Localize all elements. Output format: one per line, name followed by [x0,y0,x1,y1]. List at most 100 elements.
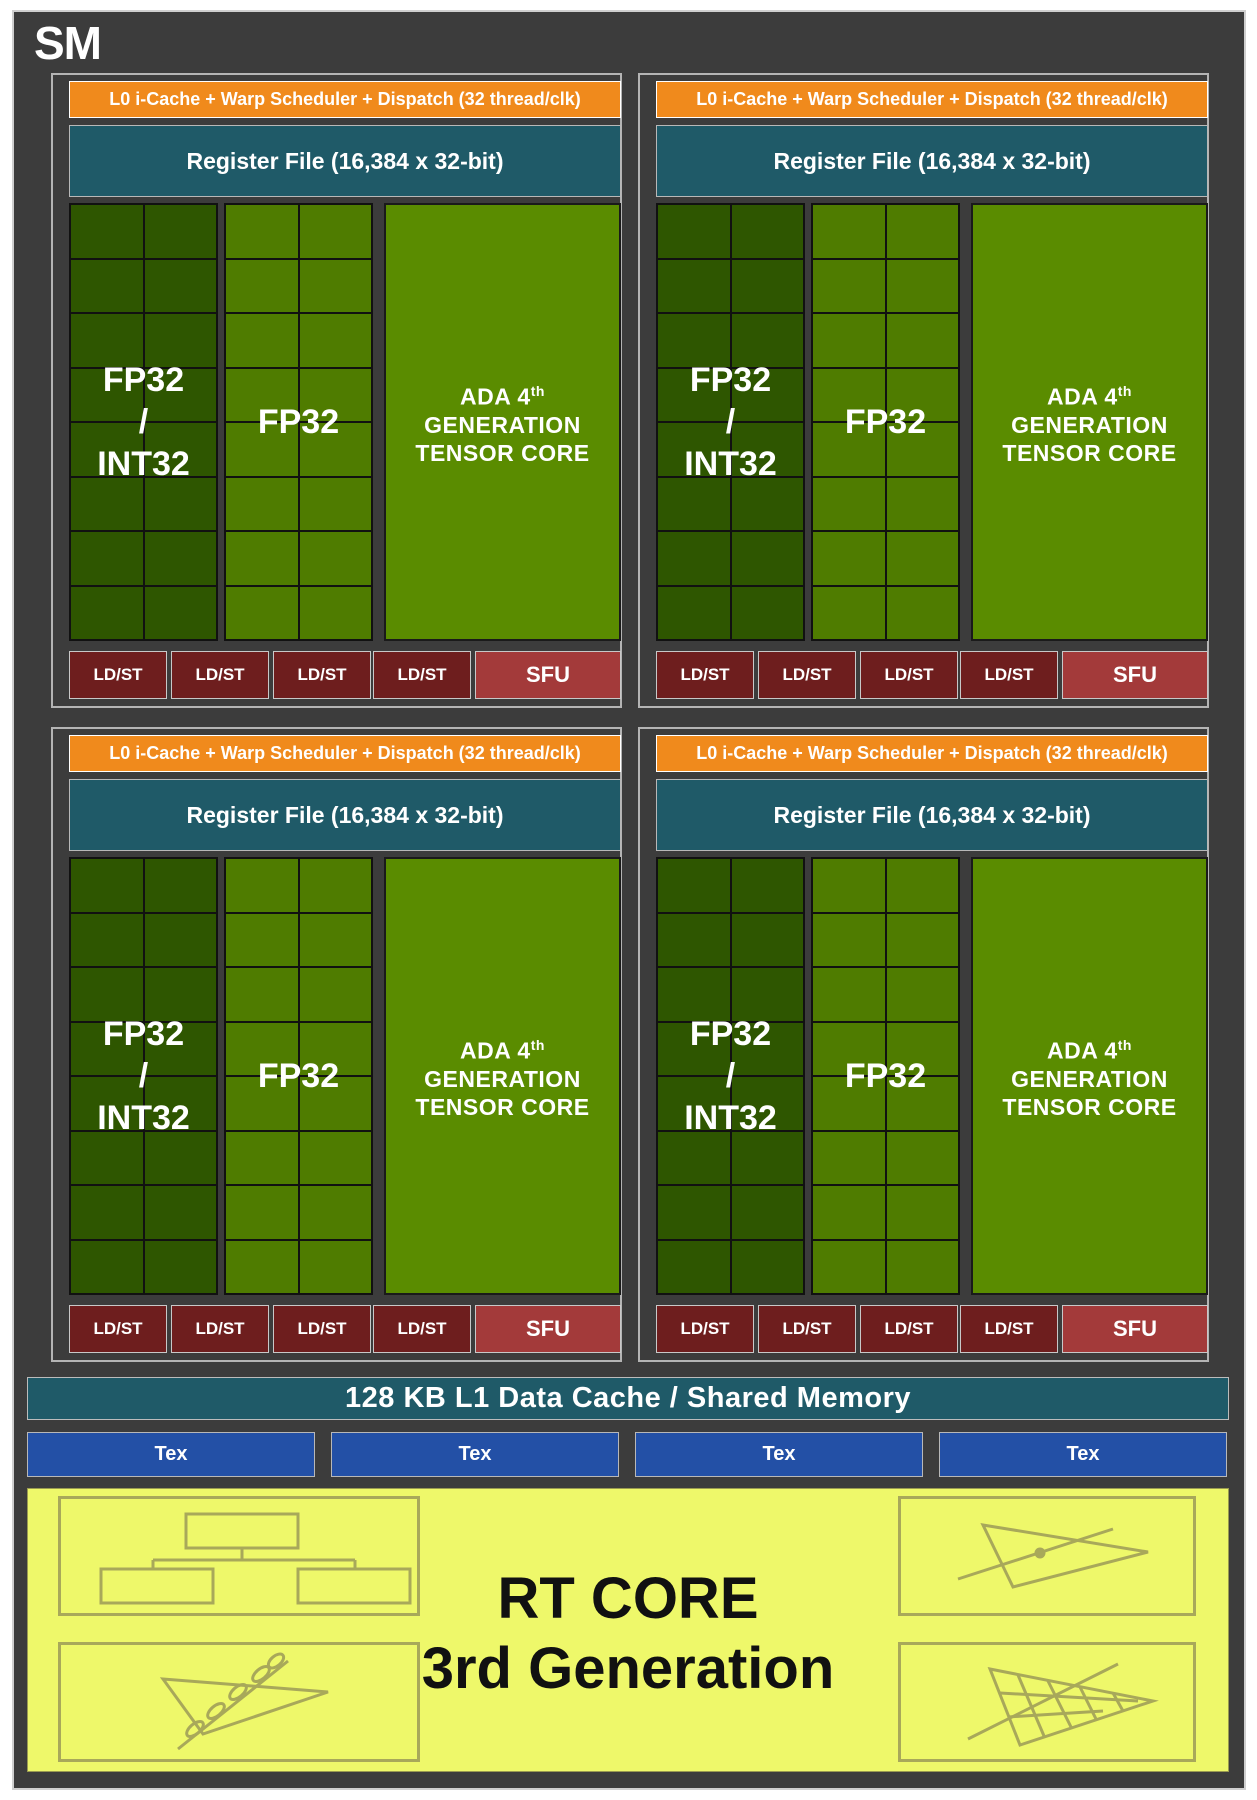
processing-block: L0 i-Cache + Warp Scheduler + Dispatch (… [51,73,622,708]
core-cell [144,1077,216,1130]
micromesh-icon [898,1642,1196,1762]
core-cell [144,1240,216,1293]
core-cell [658,259,730,312]
core-cell [226,968,298,1021]
core-cell [731,259,803,312]
register-file: Register File (16,384 x 32-bit) [656,125,1208,197]
bvh-tree-icon [58,1496,420,1616]
core-cell [71,1022,143,1075]
core-cell [813,1186,885,1239]
tensor-core-line3: TENSOR CORE [1002,1093,1177,1120]
ldst-unit: LD/ST [758,1305,856,1353]
core-cell [813,913,885,966]
core-cell [144,205,216,258]
core-cell [299,532,371,585]
register-file: Register File (16,384 x 32-bit) [656,779,1208,851]
core-cell [71,859,143,912]
core-cell [886,913,958,966]
warp-scheduler: L0 i-Cache + Warp Scheduler + Dispatch (… [656,735,1208,772]
core-cell [731,423,803,476]
core-cell [226,859,298,912]
core-cell [886,859,958,912]
rt-core-title: RT CORE 3rd Generation [398,1564,858,1704]
core-cell [299,859,371,912]
core-cell [886,1186,958,1239]
core-cell [71,1186,143,1239]
processing-block: L0 i-Cache + Warp Scheduler + Dispatch (… [638,73,1209,708]
core-cell [144,1186,216,1239]
processing-block: L0 i-Cache + Warp Scheduler + Dispatch (… [51,727,622,1362]
ldst-unit: LD/ST [273,651,371,699]
core-cell [226,1240,298,1293]
core-cell [71,423,143,476]
register-file: Register File (16,384 x 32-bit) [69,125,621,197]
sfu-unit: SFU [1062,1305,1208,1353]
ldst-unit: LD/ST [860,651,958,699]
fp32-core-grid [224,857,373,1295]
core-cell [813,532,885,585]
core-cell [299,1131,371,1184]
core-cell [813,1022,885,1075]
l1-data-cache: 128 KB L1 Data Cache / Shared Memory [27,1377,1229,1420]
tensor-core-ada: ADA 4 [1047,383,1118,410]
tensor-core: ADA 4th GENERATION TENSOR CORE [384,857,621,1295]
tensor-core-line2: GENERATION [424,411,581,438]
core-cell [658,859,730,912]
core-cell [658,1077,730,1130]
core-cell [658,1022,730,1075]
sfu-unit: SFU [475,651,621,699]
core-cell [731,368,803,421]
core-cell [71,477,143,530]
core-cell [226,1186,298,1239]
core-cell [299,913,371,966]
core-cell [226,913,298,966]
core-cell [886,1240,958,1293]
core-cell [731,913,803,966]
core-cell [886,205,958,258]
core-cell [144,423,216,476]
core-cell [144,314,216,367]
core-cell [813,205,885,258]
core-cell [144,368,216,421]
tensor-core: ADA 4th GENERATION TENSOR CORE [971,203,1208,641]
core-cell [299,423,371,476]
sfu-unit: SFU [475,1305,621,1353]
ldst-unit: LD/ST [69,651,167,699]
core-cell [226,1131,298,1184]
core-cell [813,1240,885,1293]
tex-unit: Tex [939,1432,1227,1477]
core-cell [71,586,143,639]
core-cell [886,314,958,367]
fp32-int32-core-grid [69,857,218,1295]
tex-unit: Tex [635,1432,923,1477]
ldst-unit: LD/ST [273,1305,371,1353]
rt-core-illustrations [99,1512,1159,1751]
core-cell [658,913,730,966]
tensor-core-th: th [1117,383,1132,400]
core-cell [299,1240,371,1293]
tensor-core-line2: GENERATION [1011,1065,1168,1092]
core-cell [71,1240,143,1293]
fp32-int32-core-grid [656,857,805,1295]
core-cell [813,968,885,1021]
core-cell [144,913,216,966]
fp32-int32-core-grid [656,203,805,641]
ldst-unit: LD/ST [960,1305,1058,1353]
fp32-core-grid [811,857,960,1295]
core-cell [226,532,298,585]
tensor-core-line1: ADA 4th [1047,1031,1132,1065]
core-cell [658,586,730,639]
ldst-unit: LD/ST [860,1305,958,1353]
core-cell [886,586,958,639]
ldst-unit: LD/ST [373,1305,471,1353]
core-cell [299,314,371,367]
core-cell [299,477,371,530]
core-cell [813,477,885,530]
core-cell [299,1186,371,1239]
core-cell [71,913,143,966]
core-cell [144,532,216,585]
tensor-core-ada: ADA 4 [1047,1037,1118,1064]
core-cell [886,1022,958,1075]
core-cell [658,205,730,258]
core-cell [144,586,216,639]
